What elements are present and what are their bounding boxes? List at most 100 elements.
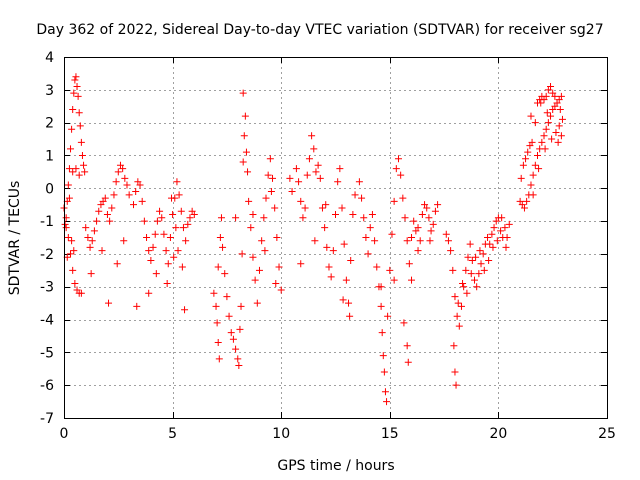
data-point [303, 171, 311, 179]
y-tick-label: -1 [40, 214, 54, 230]
data-point [404, 358, 412, 366]
y-tick-label: 4 [45, 50, 54, 66]
data-point [451, 293, 459, 301]
data-point [493, 237, 501, 245]
data-point [540, 132, 548, 140]
data-point [239, 89, 247, 97]
data-point [542, 92, 550, 100]
data-point [390, 197, 398, 205]
data-point [541, 145, 549, 153]
y-tick-label: -7 [40, 411, 54, 427]
data-point [223, 293, 231, 301]
data-point [473, 283, 481, 291]
data-point [488, 230, 496, 238]
data-point [273, 234, 281, 241]
data-point [106, 217, 114, 225]
data-point [479, 250, 487, 258]
data-point [529, 191, 537, 199]
y-tick-label: -4 [40, 313, 54, 329]
data-point [149, 243, 157, 251]
data-point [466, 240, 474, 248]
x-tick-label: 0 [60, 426, 69, 442]
data-point [110, 191, 118, 199]
data-point [125, 191, 133, 199]
data-point [390, 276, 398, 284]
data-point [358, 194, 366, 202]
data-point [133, 302, 141, 310]
data-point [74, 92, 82, 100]
data-point [454, 299, 462, 307]
data-point [502, 243, 510, 251]
data-point [262, 194, 270, 202]
data-point [373, 263, 381, 271]
y-tick-label: -2 [40, 247, 54, 263]
data-point [98, 247, 106, 255]
data-point [251, 276, 259, 284]
data-point [362, 234, 370, 241]
data-point [529, 171, 537, 179]
data-point [336, 165, 344, 173]
data-point [168, 194, 176, 202]
data-point [425, 214, 433, 222]
data-point [64, 234, 72, 241]
data-point [86, 243, 94, 251]
data-point [288, 188, 296, 196]
data-point [403, 237, 411, 245]
data-point [388, 230, 396, 238]
data-point [472, 253, 480, 261]
data-point [517, 174, 525, 182]
y-tick-label: 1 [45, 148, 54, 164]
data-point [471, 276, 479, 284]
y-tick-label: -3 [40, 280, 54, 296]
data-point [103, 211, 111, 219]
x-tick-label: 5 [168, 426, 177, 442]
data-point [67, 250, 75, 258]
data-point [238, 250, 246, 258]
data-point [401, 214, 409, 222]
data-point [249, 253, 257, 261]
data-point [82, 224, 90, 232]
data-point [346, 312, 354, 320]
data-point [147, 256, 155, 264]
y-axis-label: SDTVAR / TECUs [7, 181, 23, 296]
data-point [312, 168, 320, 176]
data-point [414, 247, 422, 255]
data-point [527, 112, 535, 120]
data-point [72, 73, 80, 81]
data-point [403, 342, 411, 350]
data-point [227, 329, 235, 337]
data-point [249, 211, 257, 219]
data-point [130, 201, 138, 209]
data-point [467, 270, 475, 278]
data-point [340, 240, 348, 248]
data-point [418, 211, 426, 219]
data-point [311, 237, 319, 245]
data-point [84, 234, 92, 241]
data-point [475, 270, 483, 278]
data-point [132, 188, 140, 196]
data-point [484, 234, 492, 241]
data-point [261, 247, 269, 255]
data-point [537, 99, 545, 107]
data-point [501, 224, 509, 232]
data-point [156, 207, 164, 215]
data-point [87, 270, 95, 278]
data-point [426, 237, 434, 245]
data-point [271, 204, 279, 212]
data-point [548, 135, 556, 143]
data-point [535, 165, 543, 173]
data-point [384, 312, 392, 320]
data-point [386, 266, 394, 274]
data-point [219, 243, 227, 251]
data-point [416, 237, 424, 245]
y-tick-label: -6 [40, 378, 54, 394]
y-tick-label: 0 [45, 181, 54, 197]
data-point [184, 220, 192, 228]
data-point [427, 227, 435, 235]
data-point [93, 217, 101, 225]
data-point [557, 132, 565, 140]
data-point [182, 237, 190, 245]
data-point [301, 204, 309, 212]
data-point [215, 355, 223, 363]
data-point [394, 155, 402, 163]
